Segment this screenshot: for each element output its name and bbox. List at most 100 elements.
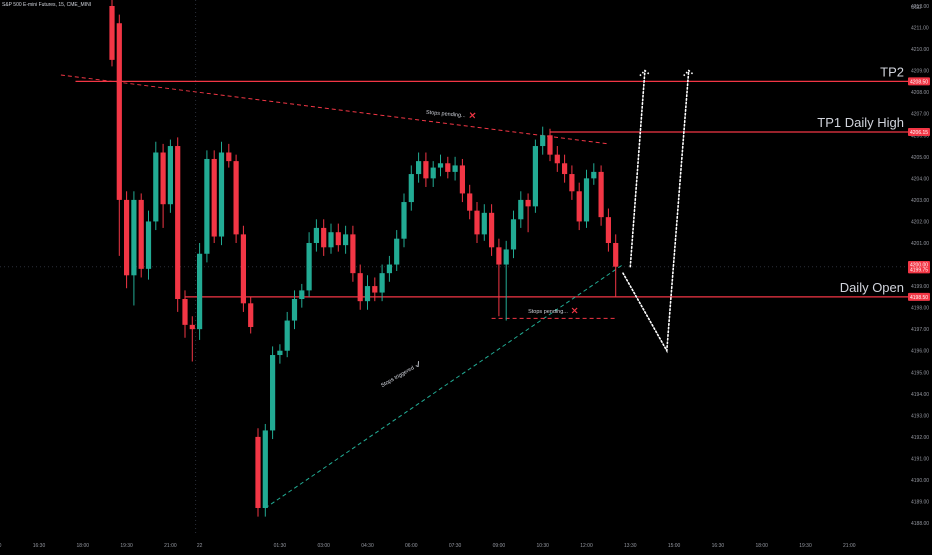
arrow-head-icon [639,69,651,77]
y-tick-label: 4205.00 [911,155,929,161]
x-tick-label: 10:30 [536,543,549,549]
trendline-descending-resistance [60,74,609,145]
candle [364,275,371,310]
y-tick-label: 4193.00 [911,413,929,419]
y-tick-label: 4206.00 [911,133,929,139]
candle [562,154,568,183]
candle-body [270,355,276,431]
candle-body [226,152,232,162]
candle [459,158,465,203]
candle [605,208,611,252]
candle-body [364,286,371,302]
annotation-text: Stops pending... [426,110,467,119]
x-tick-label: 19:30 [799,543,812,549]
candle-body [335,232,341,246]
y-tick-label: 4209.00 [911,69,929,75]
candle-body [175,146,181,300]
candle-body [605,217,611,243]
candle [525,193,531,233]
candle [423,152,429,187]
x-tick-label: 21:00 [164,543,177,549]
candle-body [430,167,436,179]
y-tick-label: 4203.00 [911,198,929,204]
arrow-head-icon [683,69,695,77]
y-tick-label: 4189.00 [911,500,929,506]
price-axis[interactable]: 4212.00 4211.00 4210.00 4209.00 4208.00 4207.… [908,0,932,550]
y-tick-label: 4196.00 [911,349,929,355]
x-tick-label: 22 [197,543,203,549]
x-tick-label: 19:30 [120,543,133,549]
candle [357,264,363,310]
y-tick-label: 4201.00 [911,241,929,247]
candle [343,225,349,254]
x-tick-label: 16:30 [712,543,725,549]
candle-body [116,23,122,200]
y-tick-label: 4188.00 [911,521,929,527]
candle-body [357,273,363,302]
grid-layer [0,0,908,536]
candle [350,225,356,282]
x-tick-label: 07:30 [449,543,462,549]
candle [474,202,480,243]
annotation-text: Stops triggered [380,365,415,389]
y-tick-label: 4197.00 [911,327,929,333]
price-tag-text: 4206.15 [910,130,928,136]
candle-body [445,163,451,172]
candle-body [452,165,458,172]
candle-body [291,299,298,321]
candle [394,230,400,271]
candle-body [459,165,465,194]
candle-body [167,146,173,205]
x-tick-label: 15:00 [0,543,2,549]
candle [131,191,137,306]
candle [576,182,582,231]
candle-body [131,199,137,276]
price-tag-text: 4208.50 [910,79,928,85]
candle [554,146,560,172]
candle-body [262,430,268,508]
price-tag [908,128,930,137]
candle-body [576,191,582,222]
annotation-stops-pending-upper: Stops pending... [426,110,476,119]
candle-body [540,135,546,147]
price-tag-current [908,266,930,274]
candle-body [124,199,130,276]
candle [145,210,152,280]
candle [109,0,115,67]
overlay-layer: TP2 TP1 Daily High Daily Open Stops pending… [380,64,904,389]
candle [182,290,188,338]
candle [248,296,254,334]
candle-body [496,247,502,265]
candle-body [503,249,509,265]
candle-body [299,290,305,300]
candle-body [343,234,349,246]
candle [489,204,495,256]
level-label-tp2: TP2 [880,64,904,79]
candle-body [189,324,195,330]
candle [233,154,239,243]
x-tick-label: 12:00 [580,543,593,549]
candle-body [423,161,429,179]
candle-body [554,154,560,164]
candle [313,219,319,252]
price-tag-text: 4198.50 [910,295,928,301]
price-tag-4200 [908,261,930,269]
candle [124,191,130,289]
candle [437,154,444,177]
time-axis[interactable]: 15:00 16:30 18:00 19:30 21:00 22 01:30 03:00 04:… [0,538,908,550]
candle-body [394,238,400,265]
candle-body [204,158,210,254]
candle [270,346,276,440]
candle [430,161,436,187]
x-tick-label: 01:30 [274,543,287,549]
candle [197,242,203,340]
trendline-ascending-support [265,264,624,509]
candle-body [437,163,444,168]
candle-body [583,178,590,222]
y-tick-label: 4207.00 [911,112,929,118]
candle-body [277,350,283,356]
candle [116,14,122,256]
candle [532,139,538,213]
